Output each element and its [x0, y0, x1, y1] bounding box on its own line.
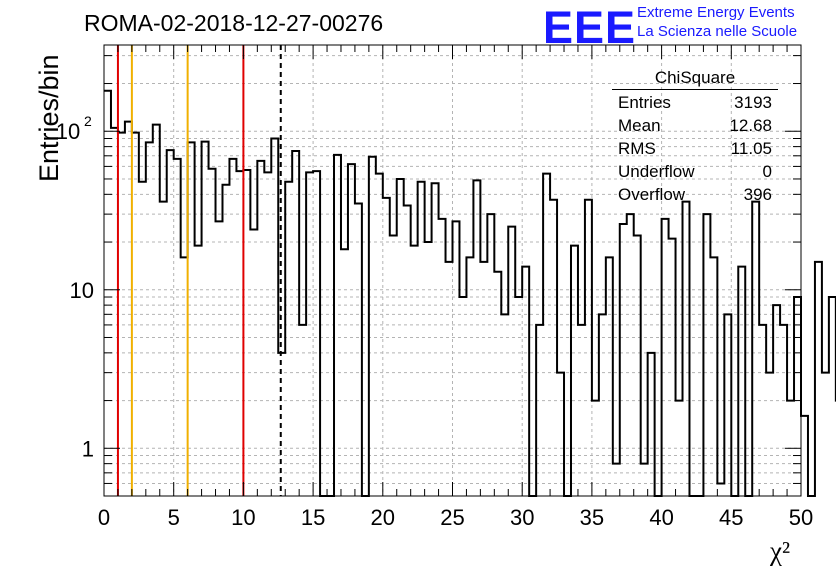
stats-label: Underflow [618, 162, 695, 181]
x-tick-label: 35 [580, 505, 604, 530]
stats-row-overflow: Overflow 396 [612, 183, 778, 206]
x-tick-label: 10 [231, 505, 255, 530]
stats-value: 12.68 [729, 116, 772, 135]
x-tick-label: 45 [719, 505, 743, 530]
y-tick-label: 10 [56, 119, 80, 144]
x-tick-label: 50 [789, 505, 813, 530]
stats-value: 396 [743, 185, 772, 204]
stats-row-rms: RMS 11.05 [612, 137, 778, 160]
stats-row-entries: Entries 3193 [612, 91, 778, 114]
stats-value: 3193 [734, 93, 772, 112]
y-axis-label: Entries/bin [34, 54, 64, 182]
stats-label: Mean [618, 116, 661, 135]
logo-caption-line2: La Scienza nelle Scuole [637, 23, 798, 40]
stats-title: ChiSquare [612, 68, 778, 90]
stats-value: 11.05 [730, 139, 772, 158]
x-tick-label: 20 [371, 505, 395, 530]
y-tick-label: 1 [82, 436, 94, 461]
x-tick-label: 5 [168, 505, 180, 530]
stats-value: 0 [762, 162, 772, 181]
stats-label: Entries [618, 93, 671, 112]
x-tick-label: 15 [301, 505, 325, 530]
x-tick-label: 25 [440, 505, 464, 530]
stats-label: RMS [618, 139, 656, 158]
eee-logo: EEE [543, 2, 637, 53]
y-tick-label: 10 [70, 278, 94, 303]
x-tick-label: 0 [98, 505, 110, 530]
y-tick-label-exponent: 2 [84, 113, 92, 129]
x-tick-label: 30 [510, 505, 534, 530]
x-axis-label: χ² [770, 536, 791, 566]
stats-box: ChiSquare Entries 3193 Mean 12.68 RMS 11… [612, 68, 778, 206]
x-tick-label: 40 [649, 505, 673, 530]
logo-caption-line1: Extreme Energy Events [637, 4, 795, 21]
stats-row-underflow: Underflow 0 [612, 160, 778, 183]
chart-title: ROMA-02-2018-12-27-00276 [84, 10, 384, 36]
stats-row-mean: Mean 12.68 [612, 114, 778, 137]
stats-label: Overflow [618, 185, 686, 204]
